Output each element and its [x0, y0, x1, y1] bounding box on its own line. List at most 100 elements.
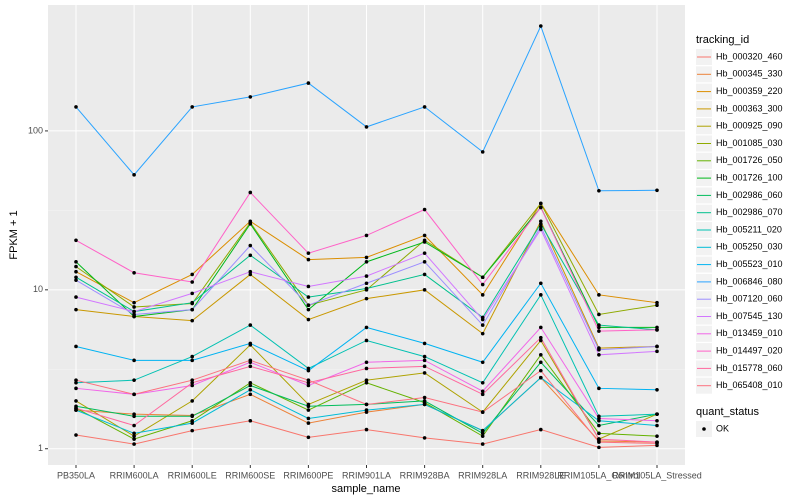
- data-point: [364, 286, 369, 291]
- legend-label: Hb_007120_060: [716, 294, 783, 304]
- data-point: [597, 423, 601, 428]
- data-point: [539, 293, 543, 297]
- data-point: [597, 312, 601, 317]
- legend-label: Hb_005523_010: [716, 259, 783, 269]
- data-point: [655, 418, 659, 423]
- legend-label: Hb_015778_060: [716, 363, 783, 373]
- data-point: [132, 392, 136, 397]
- data-point: [74, 307, 78, 312]
- data-point: [74, 238, 78, 243]
- data-point: [480, 410, 485, 414]
- data-point: [306, 378, 311, 382]
- data-point: [248, 383, 253, 388]
- data-point: [422, 207, 427, 212]
- data-point: [132, 309, 136, 314]
- data-point: [190, 272, 194, 277]
- data-point: [480, 434, 485, 438]
- x-tick-label: RRIM105LA_Stressed: [612, 470, 702, 480]
- data-point: [655, 441, 659, 446]
- data-point: [248, 380, 253, 385]
- data-point: [248, 269, 253, 274]
- data-point: [74, 380, 78, 385]
- legend-label: Hb_000925_090: [716, 121, 783, 131]
- data-point: [655, 328, 659, 332]
- data-point: [480, 150, 485, 154]
- data-point: [306, 303, 311, 308]
- data-point: [190, 291, 194, 296]
- data-point: [132, 270, 136, 275]
- data-point: [480, 442, 485, 446]
- y-tick-label: 1: [38, 443, 43, 453]
- legend-label: Hb_001726_050: [716, 155, 783, 165]
- data-point: [248, 95, 253, 99]
- data-point: [364, 380, 369, 385]
- data-point: [190, 105, 194, 109]
- data-point: [132, 305, 136, 309]
- data-point: [190, 300, 194, 305]
- x-tick-label: PB350LA: [57, 470, 95, 480]
- data-point: [597, 386, 601, 391]
- data-point: [248, 272, 253, 277]
- x-tick-label: RRIM928BA: [400, 470, 450, 480]
- data-point: [539, 281, 543, 286]
- data-point: [306, 317, 311, 322]
- data-point: [539, 219, 543, 224]
- data-point: [539, 325, 543, 330]
- data-point: [190, 428, 194, 433]
- data-point: [132, 312, 136, 317]
- data-point: [539, 227, 543, 232]
- data-point: [422, 272, 427, 277]
- legend-label: Hb_005250_030: [716, 242, 783, 252]
- data-point: [306, 284, 311, 289]
- data-point: [480, 282, 485, 287]
- data-point: [306, 421, 311, 425]
- data-point: [422, 251, 427, 256]
- x-axis-title: sample_name: [331, 483, 400, 495]
- data-point: [655, 412, 659, 416]
- data-point: [655, 300, 659, 305]
- data-point: [480, 275, 485, 280]
- legend-label: Hb_000345_330: [716, 69, 783, 79]
- legend-label: Hb_005211_020: [716, 224, 782, 234]
- data-point: [248, 418, 253, 423]
- data-point: [132, 437, 136, 441]
- data-point: [597, 431, 601, 436]
- data-point: [597, 293, 601, 297]
- data-point: [655, 387, 659, 392]
- data-point: [422, 436, 427, 440]
- data-point: [539, 224, 543, 229]
- y-tick-label: 10: [33, 284, 43, 294]
- legend-label: Hb_000320_460: [716, 51, 783, 61]
- legend-label: Hb_065408_010: [716, 380, 783, 390]
- data-point: [306, 257, 311, 262]
- data-point: [306, 383, 311, 388]
- data-point: [422, 341, 427, 346]
- data-point: [480, 389, 485, 394]
- data-point: [480, 293, 485, 297]
- data-point: [74, 275, 78, 280]
- data-point: [655, 349, 659, 354]
- data-point: [132, 414, 136, 419]
- data-point: [306, 295, 311, 299]
- data-point: [655, 344, 659, 349]
- data-point: [364, 274, 369, 278]
- data-point: [74, 406, 78, 410]
- data-point: [306, 380, 311, 385]
- data-point: [74, 295, 78, 299]
- x-tick-label: RRIM928LA: [458, 470, 507, 480]
- data-point: [422, 288, 427, 292]
- data-point: [422, 354, 427, 359]
- x-tick-label: RRIM600LA: [110, 470, 159, 480]
- data-point: [74, 278, 78, 282]
- data-point: [74, 264, 78, 269]
- data-point: [364, 296, 369, 301]
- data-point: [248, 392, 253, 397]
- data-point: [422, 233, 427, 238]
- data-point: [306, 251, 311, 256]
- y-axis-title: FPKM + 1: [8, 210, 20, 259]
- data-point: [364, 281, 369, 286]
- data-point: [422, 260, 427, 264]
- data-point: [132, 378, 136, 382]
- data-point: [190, 307, 194, 312]
- data-point: [655, 303, 659, 308]
